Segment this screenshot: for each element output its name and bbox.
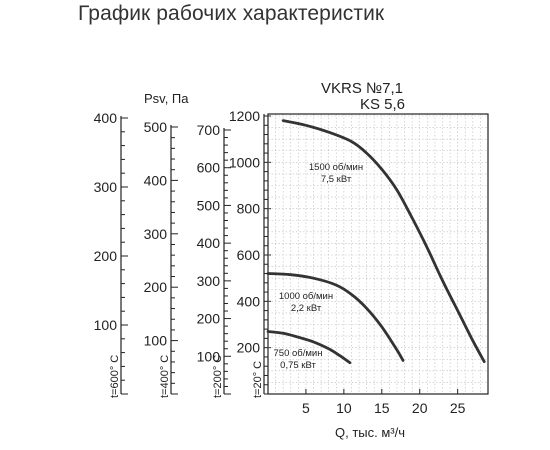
temperature-label: t=200° C xyxy=(212,355,224,398)
y-tick-label: 300 xyxy=(197,273,221,289)
y-tick-label: 300 xyxy=(144,226,168,242)
x-axis: 5 10 15 20 25 xyxy=(302,389,466,416)
y-tick-label: 400 xyxy=(144,172,168,188)
series-power-label: 0,75 кВт xyxy=(280,360,316,371)
y-tick-label: 100 xyxy=(197,348,221,364)
x-tick-label: 10 xyxy=(336,400,352,416)
chart-grid xyxy=(268,114,488,394)
y-tick-label: 200 xyxy=(144,279,168,295)
y-tick-label: 800 xyxy=(237,201,261,217)
y-tick-label: 600 xyxy=(237,247,261,263)
y-axis-title: Psv, Па xyxy=(144,91,189,106)
x-tick-label: 5 xyxy=(302,400,310,416)
series-speed-label: 1500 об/мин xyxy=(309,162,363,173)
series-speed-label: 1000 об/мин xyxy=(279,291,333,302)
temperature-label: t=600° C xyxy=(109,355,121,398)
y-tick-label: 100 xyxy=(144,333,168,349)
y-tick-label: 400 xyxy=(237,293,261,309)
page-title: График рабочих характеристик xyxy=(78,2,385,25)
submodel-label: KS 5,6 xyxy=(360,96,405,113)
series-curve-1 xyxy=(281,119,486,363)
series-curve-3 xyxy=(266,330,352,365)
y-tick-label: 500 xyxy=(197,197,221,213)
y-tick-label: 700 xyxy=(197,122,221,138)
series-curves xyxy=(266,119,486,365)
temperature-label: t=400° C xyxy=(159,355,171,398)
series-speed-label: 750 об/мин xyxy=(274,348,323,359)
y-tick-label: 1000 xyxy=(229,154,260,170)
y-tick-label: 100 xyxy=(94,317,118,333)
series-power-label: 7,5 кВт xyxy=(321,174,352,185)
plot-frame xyxy=(267,113,489,395)
series-power-label: 2,2 кВт xyxy=(291,303,322,314)
y-tick-label: 600 xyxy=(197,160,221,176)
temperature-axes: 100 200 300 400 t=600° C 100 200 300 400 500 t=400… xyxy=(94,108,271,398)
x-tick-label: 20 xyxy=(412,400,428,416)
y-tick-label: 200 xyxy=(237,340,261,356)
y-tick-label: 200 xyxy=(94,248,118,264)
model-label: VKRS №7,1 xyxy=(321,80,403,97)
y-tick-label: 400 xyxy=(94,110,118,126)
x-axis-title: Q, тыс. м³/ч xyxy=(335,425,405,440)
temperature-label: t=20° C xyxy=(252,361,264,398)
y-tick-label: 400 xyxy=(197,235,221,251)
y-tick-label: 200 xyxy=(197,311,221,327)
y-tick-label: 1200 xyxy=(229,108,260,124)
y-tick-label: 300 xyxy=(94,179,118,195)
y-tick-label: 500 xyxy=(144,119,168,135)
series-curve-2 xyxy=(266,272,405,362)
x-tick-label: 15 xyxy=(374,400,390,416)
x-tick-label: 25 xyxy=(450,400,466,416)
